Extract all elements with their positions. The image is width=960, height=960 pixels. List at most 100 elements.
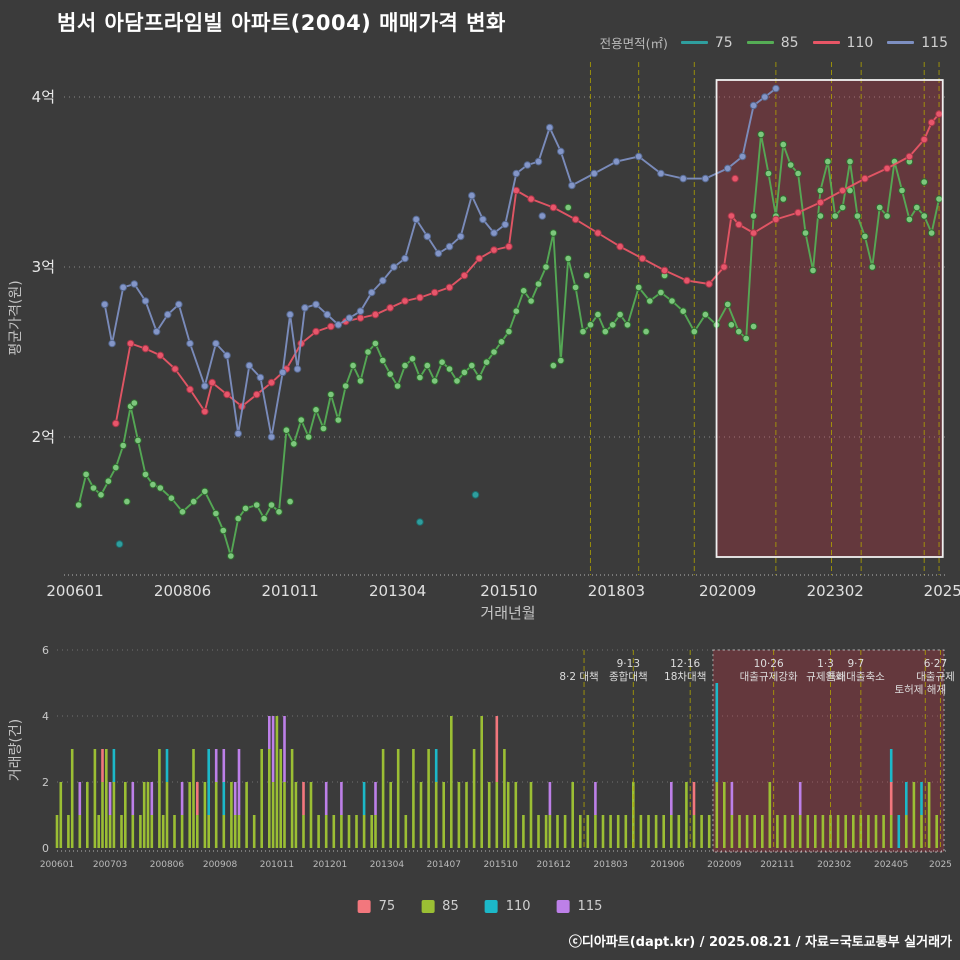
series-point-85 [156,484,165,492]
legend-item-115: 115 [887,35,948,51]
price-x-tick-label: 201304 [369,582,426,600]
series-point-110 [505,242,513,251]
volume-bar-110 [715,683,719,782]
series-point-85 [616,310,624,319]
volume-bar-75 [889,782,893,815]
volume-bar-85 [465,782,468,848]
volume-bar-85 [806,815,810,848]
series-point-110 [445,283,454,292]
volume-x-tick-label: 200703 [93,860,127,870]
volume-bar-85 [624,815,628,848]
series-point-85 [586,321,595,329]
volume-bar-85 [814,815,817,848]
series-point-85 [167,494,176,503]
series-point-85 [401,361,409,370]
series-point-110 [356,314,365,322]
volume-bar-85 [472,749,476,848]
legend-line-swatch [812,41,840,44]
volume-bar-85 [161,815,165,848]
volume-bar-115 [150,782,154,815]
series-point-115 [267,433,276,441]
volume-x-tick-label: 201011 [260,860,294,870]
series-point-115 [701,174,710,183]
volume-bar-85 [927,782,931,848]
volume-bar-85 [271,782,275,848]
series-point-110 [490,246,498,254]
series-point-115 [312,300,320,309]
series-point-110 [386,304,395,312]
volume-bar-115 [268,716,271,749]
policy-annotation: 8·2 대책 [559,671,598,683]
volume-bar-115 [233,782,237,815]
series-point-115 [152,327,161,336]
series-point-85 [334,416,343,424]
volume-y-tick-label: 2 [42,776,49,789]
series-point-85 [642,327,650,336]
series-point-115 [256,373,265,382]
series-point-115 [545,123,554,132]
series-point-85 [460,368,469,377]
volume-legend-label: 110 [505,899,531,914]
volume-bar-85 [309,782,313,848]
volume-x-tick-label: 201201 [313,860,347,870]
series-point-110 [794,208,802,217]
policy-annotation: 종합대책 [609,671,648,683]
series-point-85 [608,321,617,329]
volume-bar-85 [396,749,400,848]
series-point-75 [416,518,424,526]
series-point-110 [201,407,209,416]
series-point-85 [579,327,587,336]
series-point-85 [634,283,643,292]
volume-bar-110 [222,782,226,815]
series-point-110 [112,419,120,428]
series-point-115 [534,157,543,166]
volume-bar-85 [203,782,207,848]
series-point-110 [735,220,743,229]
series-point-85 [927,229,936,237]
series-point-85 [453,377,461,385]
series-point-115 [772,84,780,93]
volume-bar-85 [912,782,916,848]
series-point-85 [497,338,506,346]
volume-bar-85 [93,749,97,848]
series-point-85 [583,271,591,280]
series-point-110 [772,215,780,224]
series-point-85 [816,186,825,195]
volume-bar-85 [495,782,499,848]
series-point-115 [286,310,294,319]
policy-annotation: 12·16 [670,658,700,670]
series-point-115 [568,181,576,190]
series-point-110 [186,385,194,394]
volume-bar-75 [101,749,104,782]
series-point-85 [282,426,291,435]
series-point-85 [883,212,891,220]
series-point-115 [523,161,532,169]
series-point-110 [460,271,469,280]
series-point-85 [779,195,788,203]
volume-bar-85 [427,749,430,848]
volume-bar-85 [905,815,908,848]
series-point-115 [479,215,487,224]
series-point-85 [920,178,929,186]
area-legend-label: 전용면적(㎡) [599,36,668,51]
policy-annotation: 토허제 해제 [894,683,946,696]
series-point-85 [430,377,439,385]
volume-bar-85 [290,749,294,848]
volume-legend: 75 85 110 115 [357,899,602,914]
series-point-110 [475,254,484,263]
volume-bar-85 [677,815,681,848]
series-point-85 [727,321,736,329]
series-point-110 [731,174,739,183]
series-point-85 [831,212,840,220]
series-point-85 [549,229,558,237]
series-point-85 [82,470,90,479]
volume-bar-85 [844,815,847,848]
series-point-85 [416,373,424,382]
volume-bar-85 [571,782,574,848]
volume-bar-85 [355,815,358,848]
volume-legend-item-115: 115 [556,899,602,914]
series-point-85 [89,484,98,492]
series-point-85 [112,463,120,472]
series-point-85 [519,287,528,295]
